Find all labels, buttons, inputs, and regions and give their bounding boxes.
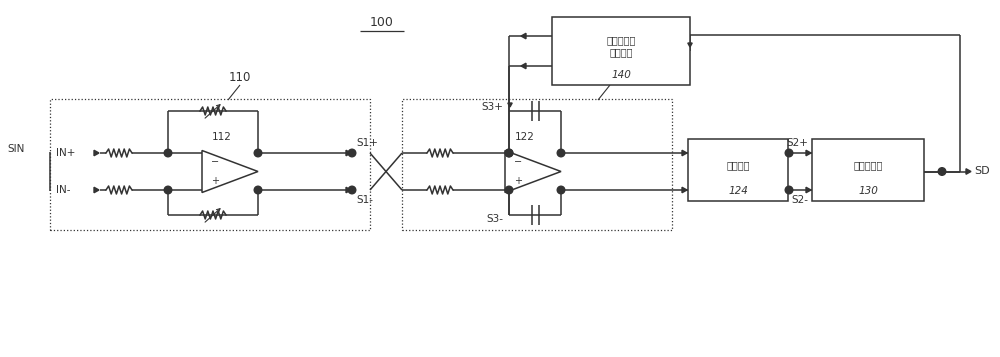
Polygon shape bbox=[346, 150, 351, 156]
Polygon shape bbox=[688, 43, 692, 47]
FancyBboxPatch shape bbox=[552, 17, 690, 85]
Polygon shape bbox=[806, 187, 811, 193]
Text: 120: 120 bbox=[599, 71, 621, 84]
Text: 数位模拟转
换器电路: 数位模拟转 换器电路 bbox=[606, 35, 636, 57]
Text: 140: 140 bbox=[611, 70, 631, 80]
Circle shape bbox=[505, 149, 513, 157]
Text: +: + bbox=[514, 176, 522, 186]
Text: 130: 130 bbox=[858, 186, 878, 196]
Polygon shape bbox=[521, 33, 526, 39]
Circle shape bbox=[785, 149, 793, 157]
Polygon shape bbox=[508, 103, 512, 107]
Circle shape bbox=[254, 186, 262, 194]
Text: IN+: IN+ bbox=[56, 148, 75, 158]
Text: S1+: S1+ bbox=[356, 138, 378, 148]
Polygon shape bbox=[202, 151, 258, 192]
Circle shape bbox=[348, 149, 356, 157]
Circle shape bbox=[164, 186, 172, 194]
Polygon shape bbox=[806, 150, 811, 156]
Circle shape bbox=[348, 186, 356, 194]
Text: SIN: SIN bbox=[7, 144, 24, 154]
Text: S3+: S3+ bbox=[481, 102, 503, 112]
Circle shape bbox=[557, 186, 565, 194]
Circle shape bbox=[938, 168, 946, 175]
Polygon shape bbox=[966, 169, 971, 174]
Text: 量化器电路: 量化器电路 bbox=[853, 160, 883, 170]
Text: SD: SD bbox=[974, 166, 990, 176]
Text: 110: 110 bbox=[229, 71, 251, 84]
Text: −: − bbox=[514, 156, 522, 166]
Text: 100: 100 bbox=[370, 16, 394, 29]
Polygon shape bbox=[94, 150, 99, 156]
Circle shape bbox=[254, 149, 262, 157]
Text: S1-: S1- bbox=[356, 195, 373, 205]
Polygon shape bbox=[521, 63, 526, 69]
Text: 112: 112 bbox=[212, 132, 232, 142]
Text: 124: 124 bbox=[728, 186, 748, 196]
Text: S3-: S3- bbox=[486, 214, 503, 224]
Circle shape bbox=[505, 186, 513, 194]
Polygon shape bbox=[505, 151, 561, 192]
Text: S2-: S2- bbox=[791, 195, 808, 205]
Polygon shape bbox=[94, 187, 99, 193]
Polygon shape bbox=[346, 187, 351, 193]
Text: 122: 122 bbox=[515, 132, 535, 142]
Polygon shape bbox=[682, 187, 687, 193]
Text: −: − bbox=[211, 156, 219, 166]
Polygon shape bbox=[682, 150, 687, 156]
Circle shape bbox=[557, 149, 565, 157]
Text: +: + bbox=[211, 176, 219, 186]
Text: IN-: IN- bbox=[56, 185, 70, 195]
FancyBboxPatch shape bbox=[812, 139, 924, 201]
Circle shape bbox=[164, 149, 172, 157]
FancyBboxPatch shape bbox=[688, 139, 788, 201]
Text: S2+: S2+ bbox=[786, 138, 808, 148]
Circle shape bbox=[505, 149, 513, 157]
Circle shape bbox=[785, 186, 793, 194]
Text: 其他电路: 其他电路 bbox=[726, 160, 750, 170]
